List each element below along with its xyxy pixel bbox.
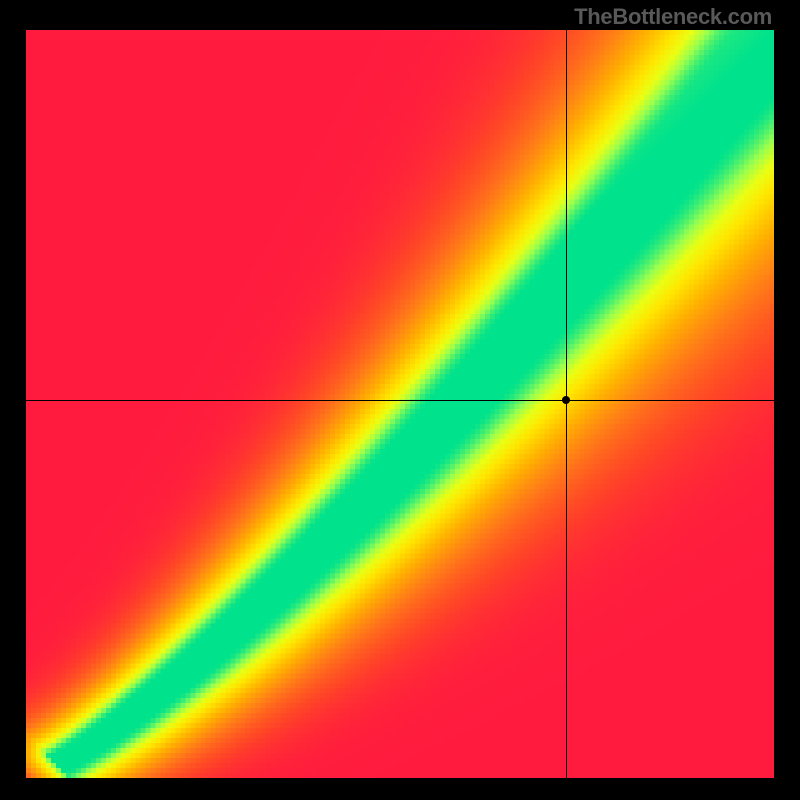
bottleneck-heatmap [26,30,774,778]
watermark-text: TheBottleneck.com [574,4,772,30]
crosshair-horizontal [26,400,774,401]
chart-container: TheBottleneck.com [0,0,800,800]
